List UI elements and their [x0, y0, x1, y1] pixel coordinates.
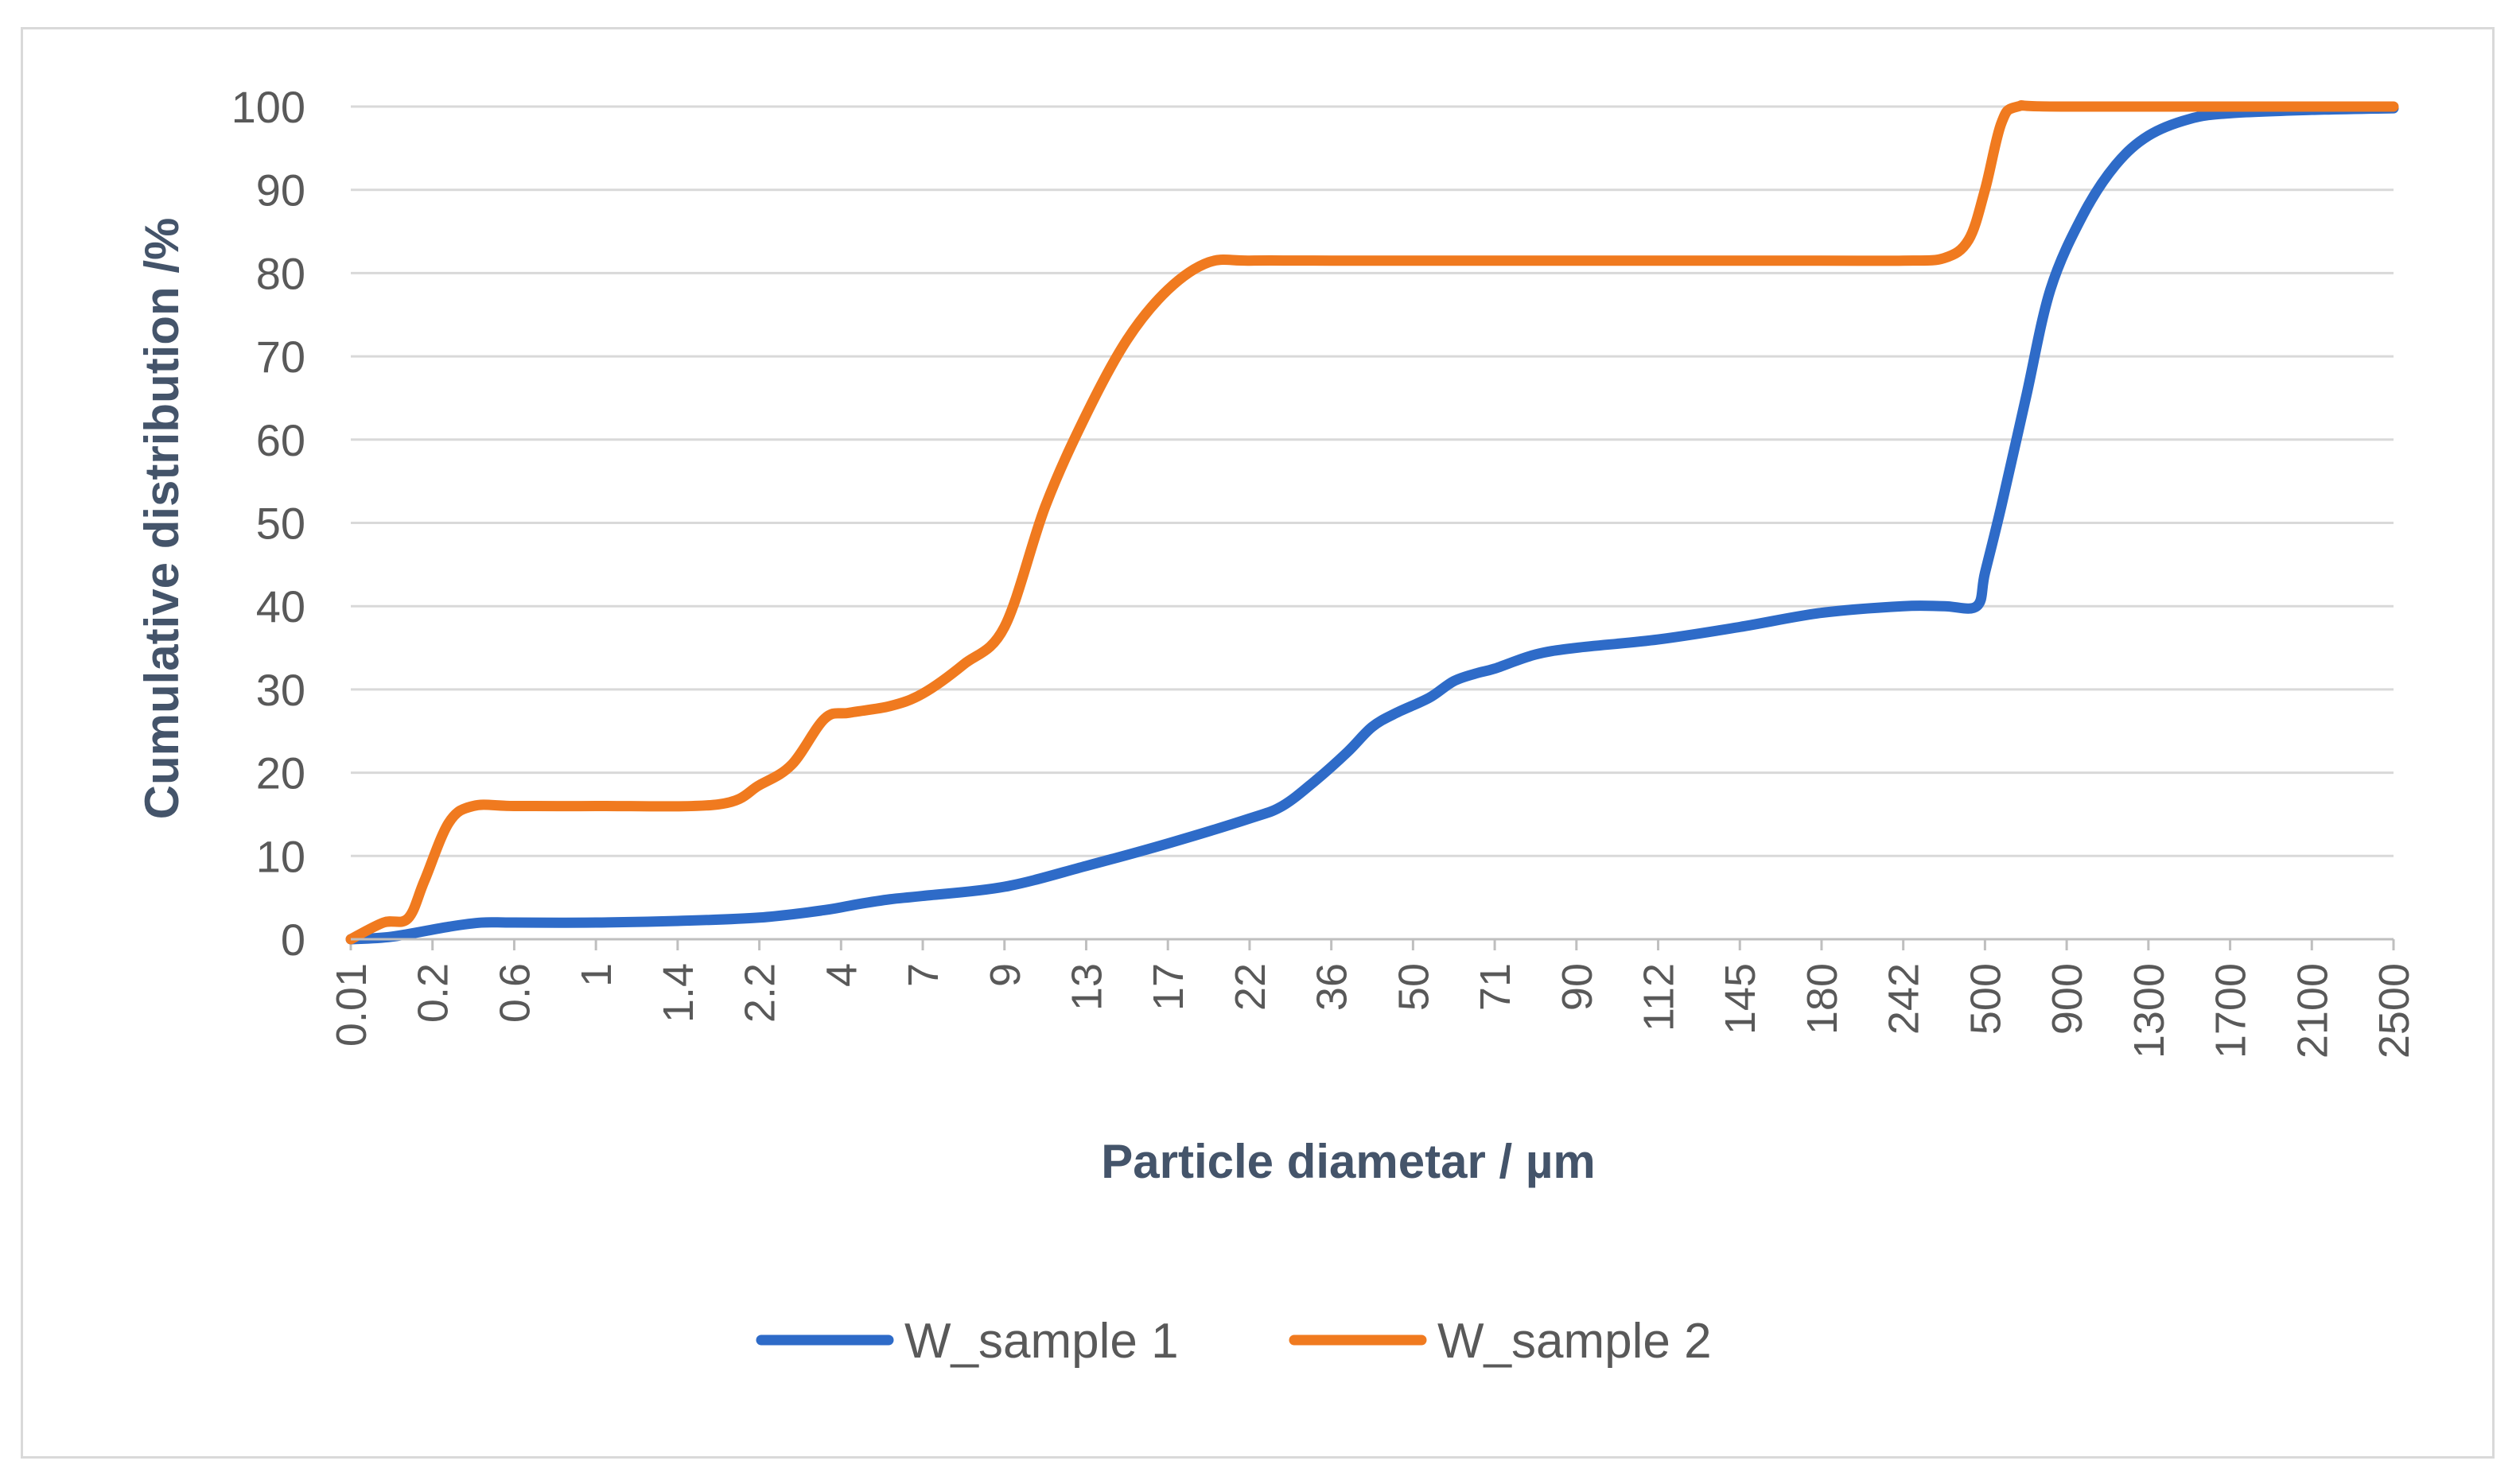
- series-lines: [345, 100, 2399, 945]
- y-tick-label: 60: [256, 415, 305, 465]
- legend-label: W_sample 1: [904, 1314, 1179, 1369]
- x-tick-label: 2100: [2289, 963, 2336, 1059]
- x-tick-label: 13: [1063, 963, 1110, 1011]
- x-tick-label: 1300: [2125, 963, 2173, 1059]
- x-tick-label: 180: [1799, 963, 1846, 1035]
- y-tick-label: 80: [256, 248, 305, 298]
- x-tick-label: 500: [1962, 963, 2009, 1035]
- x-tick-label: 36: [1309, 963, 1356, 1011]
- y-tick-label: 0: [281, 915, 305, 965]
- line-chart: 0 10 20 30 40 50 60 70 80 90 100 0.01 0.2 0.6 1 1.4 2.2…: [135, 82, 2418, 1369]
- legend-label: W_sample 2: [1437, 1314, 1712, 1369]
- x-tick-label: 2.2: [737, 963, 784, 1023]
- x-tick-label: 145: [1717, 963, 1764, 1035]
- x-tick-label: 0.01: [328, 963, 375, 1047]
- y-tick-label: 30: [256, 665, 305, 715]
- y-tick-label: 10: [256, 831, 305, 881]
- y-axis-ticks: 0 10 20 30 40 50 60 70 80 90 100: [231, 82, 305, 965]
- x-axis-title: Particle diametar / µm: [1101, 1135, 1596, 1188]
- x-tick-label: 17: [1145, 963, 1192, 1011]
- y-tick-label: 20: [256, 748, 305, 798]
- x-tick-label: 112: [1635, 963, 1683, 1031]
- x-tick-label: 71: [1472, 963, 1519, 1011]
- x-tick-label: 50: [1390, 963, 1437, 1011]
- series-line-1: [345, 103, 2399, 945]
- gridlines: [351, 105, 2394, 857]
- x-tick-label: 900: [2044, 963, 2091, 1035]
- x-axis-ticks: 0.01 0.2 0.6 1 1.4 2.2 4 7 9 13 17 22 36 50 71 90 112 145…: [328, 939, 2418, 1059]
- series-line-2: [345, 100, 2399, 945]
- y-tick-label: 70: [256, 332, 305, 382]
- x-tick-label: 1.4: [655, 963, 702, 1023]
- x-tick-label: 1700: [2207, 963, 2255, 1059]
- x-tick-label: 7: [900, 963, 947, 987]
- x-tick-label: 242: [1880, 963, 1928, 1035]
- x-tick-label: 4: [818, 963, 865, 987]
- x-tick-label: 1: [573, 963, 620, 987]
- y-tick-label: 90: [256, 165, 305, 216]
- x-tick-label: 22: [1227, 963, 1274, 1011]
- y-tick-label: 50: [256, 499, 305, 549]
- x-tick-label: 2500: [2370, 963, 2418, 1059]
- x-tick-label: 0.2: [410, 963, 457, 1023]
- x-tick-label: 9: [982, 963, 1029, 987]
- chart-container: 0 10 20 30 40 50 60 70 80 90 100 0.01 0.2 0.6 1 1.4 2.2…: [21, 27, 2495, 1459]
- y-tick-label: 40: [256, 581, 305, 631]
- y-axis-title: Cumulative distribution /%: [135, 218, 189, 820]
- x-tick-label: 90: [1554, 963, 1601, 1011]
- y-tick-label: 100: [231, 82, 305, 132]
- x-tick-label: 0.6: [491, 963, 539, 1023]
- legend: W_sample 1 W_sample 2: [756, 1314, 1712, 1369]
